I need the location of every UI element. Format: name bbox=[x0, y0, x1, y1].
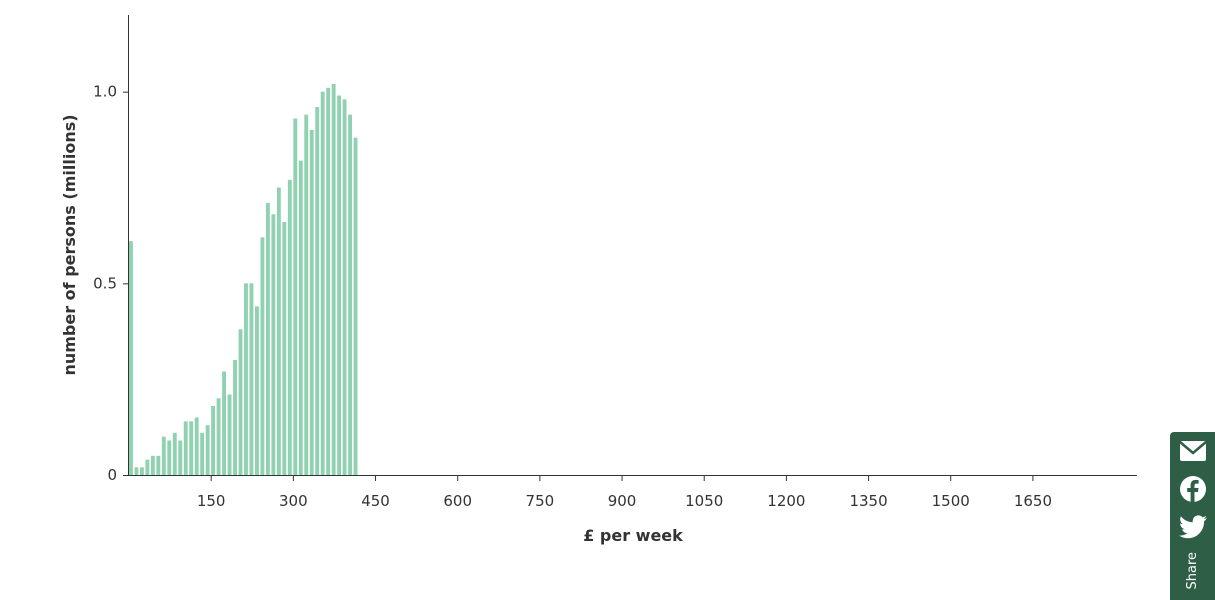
x-tick-label-9: 1500 bbox=[932, 492, 970, 510]
bar-1-26 bbox=[276, 187, 281, 475]
bar-1-1 bbox=[139, 467, 144, 475]
bar-1-28 bbox=[287, 179, 292, 475]
bar-1-31 bbox=[304, 114, 309, 476]
x-tick-label-0: 150 bbox=[197, 492, 226, 510]
bar-1-9 bbox=[183, 421, 188, 475]
bar-1-36 bbox=[331, 84, 336, 475]
y-axis-title: number of persons (millions) bbox=[60, 114, 79, 375]
x-tick-label-2: 450 bbox=[361, 492, 390, 510]
bar-1-25 bbox=[271, 214, 276, 475]
bar-0-0 bbox=[129, 241, 133, 475]
bar-1-18 bbox=[233, 360, 237, 475]
bars-layer bbox=[129, 84, 358, 476]
facebook-icon bbox=[1179, 476, 1206, 502]
x-tick-label-7: 1200 bbox=[767, 492, 805, 510]
y-tick-label-2: 1.0 bbox=[93, 83, 117, 101]
bar-1-4 bbox=[156, 455, 161, 475]
bar-1-29 bbox=[293, 118, 298, 475]
share-sidebar: Share bbox=[1170, 432, 1215, 600]
bar-1-20 bbox=[244, 283, 248, 475]
twitter-share-button[interactable] bbox=[1170, 508, 1215, 546]
bar-1-38 bbox=[342, 99, 347, 475]
x-tick-label-3: 600 bbox=[443, 492, 472, 510]
bar-1-12 bbox=[200, 432, 205, 475]
share-label: Share bbox=[1185, 552, 1200, 590]
bar-1-2 bbox=[145, 459, 150, 475]
bar-1-16 bbox=[222, 371, 227, 475]
bar-1-5 bbox=[161, 436, 166, 475]
bar-1-6 bbox=[167, 440, 172, 475]
bar-1-17 bbox=[227, 394, 232, 475]
y-axis-ticks: 0 0.5 1.0 bbox=[93, 83, 129, 484]
bar-1-10 bbox=[189, 421, 194, 475]
x-tick-label-6: 1050 bbox=[685, 492, 723, 510]
bar-1-33 bbox=[315, 107, 320, 475]
x-tick-label-10: 1650 bbox=[1014, 492, 1052, 510]
x-tick-label-4: 750 bbox=[526, 492, 555, 510]
bar-1-11 bbox=[194, 417, 199, 475]
email-share-button[interactable] bbox=[1170, 432, 1215, 470]
bar-1-40 bbox=[353, 137, 358, 476]
x-tick-label-8: 1350 bbox=[849, 492, 887, 510]
email-icon bbox=[1178, 441, 1207, 461]
bar-1-34 bbox=[320, 91, 325, 476]
bar-1-27 bbox=[282, 222, 287, 475]
y-tick-label-1: 0.5 bbox=[93, 274, 117, 292]
bar-1-24 bbox=[265, 202, 270, 475]
facebook-share-button[interactable] bbox=[1170, 470, 1215, 508]
bar-1-14 bbox=[211, 406, 216, 475]
x-axis-ticks: 150 300 450 600 750 900 1050 1200 1350 1500 1650 bbox=[197, 475, 1052, 510]
bar-1-19 bbox=[238, 329, 243, 475]
bar-1-0 bbox=[134, 467, 139, 475]
bar-1-35 bbox=[326, 87, 331, 475]
bar-1-39 bbox=[348, 114, 353, 476]
x-axis-title: £ per week bbox=[583, 526, 683, 545]
bar-1-3 bbox=[150, 455, 155, 475]
x-tick-label-5: 900 bbox=[608, 492, 637, 510]
bar-1-7 bbox=[172, 432, 177, 475]
bar-1-15 bbox=[216, 398, 221, 475]
bar-1-13 bbox=[205, 425, 210, 475]
bar-1-32 bbox=[309, 130, 314, 475]
bar-1-37 bbox=[337, 95, 342, 475]
x-tick-label-1: 300 bbox=[279, 492, 308, 510]
bar-1-22 bbox=[255, 306, 259, 475]
bar-1-30 bbox=[298, 160, 303, 476]
y-tick-label-0: 0 bbox=[107, 466, 117, 484]
bar-1-8 bbox=[178, 440, 183, 475]
bar-1-23 bbox=[260, 237, 265, 475]
bar-1-21 bbox=[249, 283, 254, 475]
twitter-icon bbox=[1178, 515, 1207, 539]
